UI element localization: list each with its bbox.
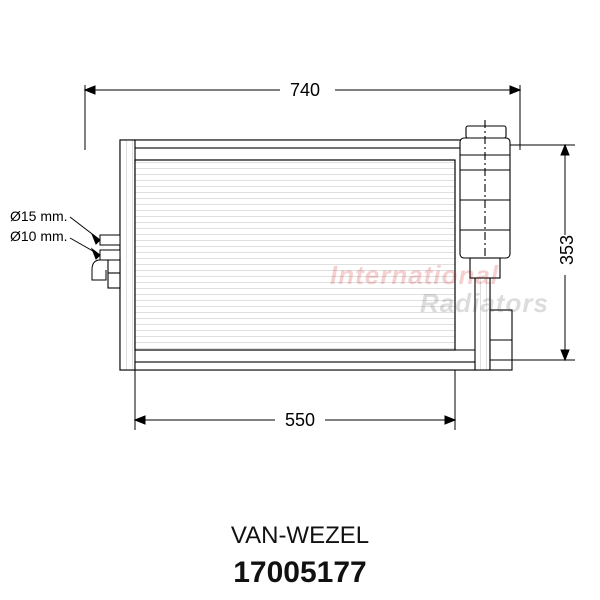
technical-diagram: 740 550 353 Ø15 mm. Ø10 mm. Internationa… — [0, 60, 600, 480]
dim-top-value: 740 — [290, 80, 320, 101]
port-b-label: Ø10 mm. — [10, 228, 68, 244]
part-number: 17005177 — [0, 556, 600, 590]
footer: VAN-WEZEL 17005177 — [0, 522, 600, 590]
page: 740 550 353 Ø15 mm. Ø10 mm. Internationa… — [0, 0, 600, 600]
dim-bottom-value: 550 — [285, 410, 315, 431]
port-a-label: Ø15 mm. — [10, 208, 68, 224]
watermark-line1: International — [330, 260, 499, 291]
brand-label: VAN-WEZEL — [0, 522, 600, 550]
radiator — [108, 140, 490, 370]
watermark-line2: Radiators — [420, 288, 549, 319]
dim-right-value: 353 — [557, 235, 578, 265]
